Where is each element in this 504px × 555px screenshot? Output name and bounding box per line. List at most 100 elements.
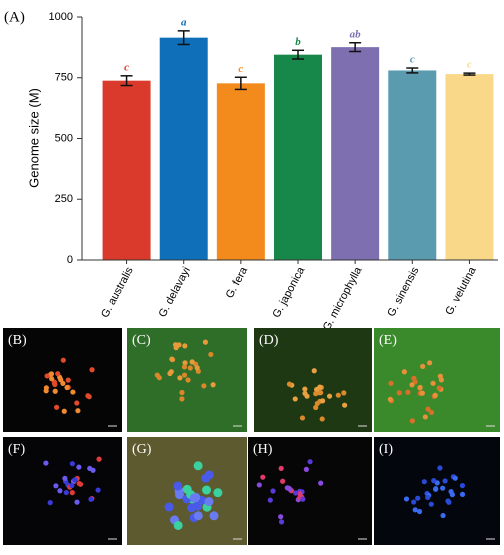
chromosome <box>69 461 75 467</box>
chromosome <box>202 339 209 345</box>
chromosome <box>411 499 417 505</box>
chromosome <box>95 487 101 493</box>
chromosome <box>300 496 306 502</box>
y-tick-label: 1000 <box>49 11 73 23</box>
significance-letter: c <box>124 61 129 73</box>
chromosome <box>182 360 188 366</box>
chromosome <box>437 373 443 379</box>
chromosome <box>96 456 102 462</box>
chromosome <box>326 393 333 399</box>
chromosome <box>313 404 319 411</box>
chromosome <box>422 414 428 420</box>
chromosome <box>177 375 183 381</box>
chromosome <box>53 483 59 489</box>
panel-label: (F) <box>8 442 25 457</box>
chromosome <box>173 481 183 491</box>
chromosome <box>342 402 348 408</box>
chromosome <box>208 351 214 358</box>
chromosome <box>65 377 71 383</box>
micrograph <box>254 328 372 432</box>
y-tick-label: 0 <box>67 254 73 266</box>
chromosome <box>440 485 446 491</box>
chromosome <box>47 500 53 506</box>
chromosome <box>425 494 431 501</box>
x-tick-label: G. sinensis <box>385 265 421 319</box>
chromosome <box>69 490 75 496</box>
chromosome <box>194 365 200 371</box>
chromosome <box>210 382 216 388</box>
chromosome <box>314 400 320 407</box>
x-tick-label: G. microphylla <box>321 264 365 332</box>
significance-letter: c <box>410 54 415 66</box>
chromosome <box>428 409 435 416</box>
chromosome <box>75 408 81 414</box>
significance-letter: b <box>295 36 301 48</box>
chromosome <box>182 343 188 349</box>
chromosome <box>260 474 266 480</box>
chromosome <box>53 404 60 410</box>
chromosome <box>313 391 319 397</box>
chromosome <box>307 459 313 465</box>
chromosome <box>189 493 199 503</box>
chromosome <box>415 495 421 501</box>
chromosome <box>304 393 310 399</box>
significance-letter: ab <box>350 28 362 40</box>
chromosome <box>43 388 49 394</box>
significance-letter: c <box>467 59 472 71</box>
chromosome <box>318 390 324 396</box>
x-tick-label: G. velutina <box>443 264 479 317</box>
bar <box>331 47 380 260</box>
panel-label: (B) <box>8 333 27 348</box>
chromosome <box>292 396 298 402</box>
chromosome <box>90 467 96 473</box>
chromosome <box>428 501 434 507</box>
chromosome <box>459 491 466 497</box>
bar <box>159 37 208 260</box>
chromosome <box>396 390 402 396</box>
chromosome <box>86 394 92 400</box>
chromosome <box>209 511 219 521</box>
chromosome <box>341 390 347 396</box>
chromosome <box>63 489 69 496</box>
chromosome <box>62 475 68 481</box>
chromosome <box>44 373 50 379</box>
chromosome <box>201 473 211 483</box>
chromosome <box>189 359 195 365</box>
chromosome <box>60 357 66 363</box>
chromosome <box>459 482 466 489</box>
chromosome <box>89 367 95 373</box>
chromosome <box>388 380 394 386</box>
bar <box>216 83 265 261</box>
chromosome <box>204 497 214 507</box>
panel-label: (H) <box>253 442 273 457</box>
chromosome <box>55 371 61 377</box>
chromosome <box>193 511 203 521</box>
panel-label: (E) <box>379 333 397 348</box>
chromosome <box>176 342 182 348</box>
chromosome <box>314 386 320 393</box>
chromosome <box>154 372 160 378</box>
chromosome <box>286 381 293 387</box>
chromosome <box>181 364 188 370</box>
chromosome <box>449 492 455 498</box>
chromosome <box>431 478 437 484</box>
chromosome <box>284 485 290 491</box>
x-tick-label: G. fera <box>224 264 251 300</box>
chromosome <box>417 384 423 391</box>
chromosome <box>57 488 63 494</box>
chromosome <box>179 396 185 402</box>
chromosome <box>419 390 425 396</box>
chromosome <box>193 461 203 471</box>
chromosome <box>421 479 427 485</box>
chromosome <box>427 360 433 366</box>
chromosome <box>403 496 410 502</box>
chromosome <box>48 371 55 377</box>
chromosome <box>293 490 299 496</box>
chromosome <box>164 502 174 512</box>
chromosome <box>181 372 188 378</box>
y-tick-label: 500 <box>55 132 73 144</box>
chromosome <box>425 406 431 412</box>
chromosome <box>61 408 67 414</box>
chromosome <box>174 490 184 500</box>
